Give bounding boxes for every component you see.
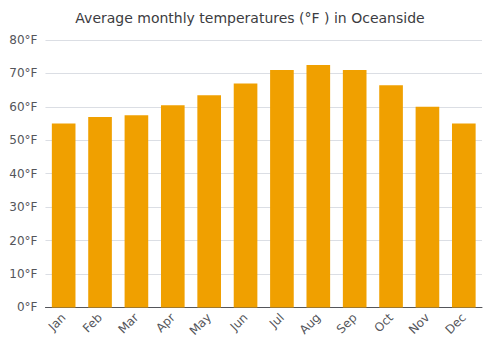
svg-text:30°F: 30°F xyxy=(9,200,37,214)
svg-text:Jul: Jul xyxy=(266,311,287,332)
svg-text:Dec: Dec xyxy=(442,311,468,337)
svg-text:70°F: 70°F xyxy=(9,66,37,80)
svg-text:0°F: 0°F xyxy=(17,300,38,314)
svg-text:10°F: 10°F xyxy=(9,267,37,281)
svg-text:Nov: Nov xyxy=(406,311,432,337)
svg-text:80°F: 80°F xyxy=(9,33,37,47)
svg-text:20°F: 20°F xyxy=(9,234,37,248)
svg-text:Aug: Aug xyxy=(297,311,323,337)
svg-text:Average monthly temperatures (: Average monthly temperatures (°F ) in Oc… xyxy=(75,10,424,26)
svg-text:Sep: Sep xyxy=(334,311,360,337)
svg-text:Oct: Oct xyxy=(371,310,396,335)
svg-text:Jun: Jun xyxy=(227,311,251,335)
svg-text:Mar: Mar xyxy=(115,310,141,336)
svg-text:50°F: 50°F xyxy=(9,133,37,147)
svg-text:60°F: 60°F xyxy=(9,100,37,114)
svg-text:40°F: 40°F xyxy=(9,167,37,181)
svg-text:Apr: Apr xyxy=(153,310,178,335)
svg-text:Feb: Feb xyxy=(80,311,105,336)
svg-text:May: May xyxy=(187,311,214,338)
svg-text:Jan: Jan xyxy=(45,311,69,335)
